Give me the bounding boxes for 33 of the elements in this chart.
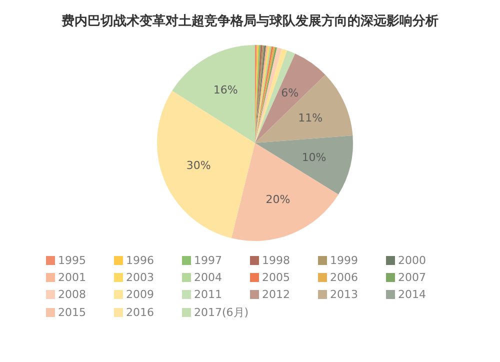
legend-label: 1996: [126, 254, 154, 267]
data-label: 30%: [186, 159, 211, 172]
data-label: 11%: [298, 112, 323, 125]
legend-label: 2016: [126, 306, 154, 319]
legend-label: 2000: [398, 254, 426, 267]
legend-label: 2014: [398, 288, 426, 301]
legend-label: 2001: [58, 271, 86, 284]
legend-label: 2003: [126, 271, 154, 284]
chart-title: 费内巴切战术变革对土超竞争格局与球队发展方向的深远影响分析: [60, 12, 440, 31]
pie-slice: [255, 135, 353, 194]
legend-label: 2007: [398, 271, 426, 284]
legend-label: 2015: [58, 306, 86, 319]
legend-label: 2011: [194, 288, 222, 301]
pie-slice: [255, 48, 282, 143]
pie-slice: [255, 74, 353, 143]
legend-label: 2013: [330, 288, 358, 301]
legend-label: 2006: [330, 271, 358, 284]
legend-label: 2005: [262, 271, 290, 284]
data-label: 20%: [266, 192, 290, 206]
legend-label: 2009: [126, 288, 154, 301]
legend-label: 2008: [58, 288, 86, 301]
legend-label: 1997: [194, 254, 222, 267]
legend-label: 1999: [330, 254, 358, 267]
legend-label: 2004: [194, 271, 222, 284]
pie-slice: [255, 54, 326, 143]
legend-label: 1995: [58, 254, 86, 267]
data-label: 6%: [281, 86, 299, 100]
data-label: 10%: [302, 150, 326, 164]
data-label: 16%: [213, 83, 238, 96]
legend-label: 2012: [262, 288, 290, 301]
legend-label: 2017(6月): [194, 305, 249, 320]
pie-slice: [231, 143, 338, 241]
legend-label: 1998: [262, 254, 290, 267]
